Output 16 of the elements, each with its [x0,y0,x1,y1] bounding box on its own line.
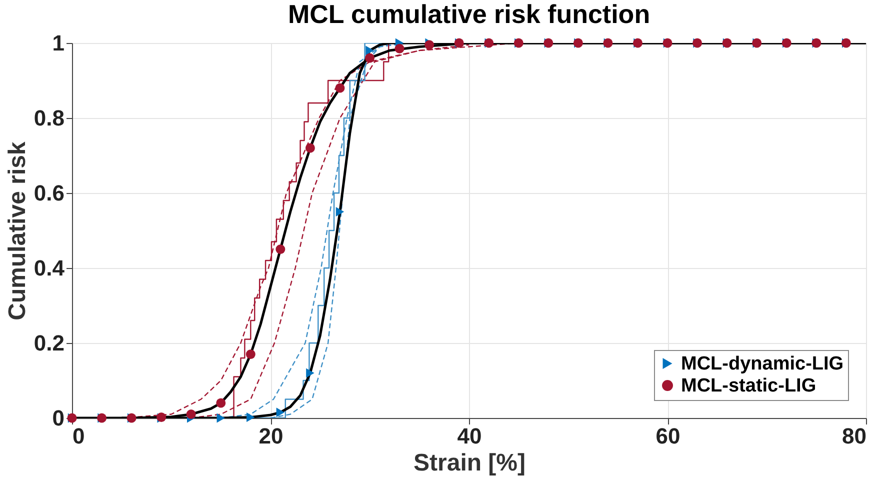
y-tick-label: 0.4 [34,256,66,280]
y-tick-label: 1 [52,30,64,56]
x-tick-label: 60 [656,424,680,448]
chart-title: MCL cumulative risk function [288,0,650,29]
legend-label: MCL-static-LIG [681,376,816,396]
x-axis-title: Strain [%] [413,450,526,476]
y-tick-label: 0.2 [34,330,64,356]
x-tick-label: 80 [842,424,866,448]
y-tick-label: 0.6 [34,180,64,206]
x-tick-label: 0 [72,424,85,448]
legend-label: MCL-dynamic-LIG [681,354,844,374]
y-axis-title: Cumulative risk [4,140,31,320]
x-tick-label: 20 [258,424,284,448]
x-tick-label: 40 [457,424,482,448]
y-tick-label: 0 [52,406,64,430]
y-tick-label: 0.8 [34,106,64,130]
